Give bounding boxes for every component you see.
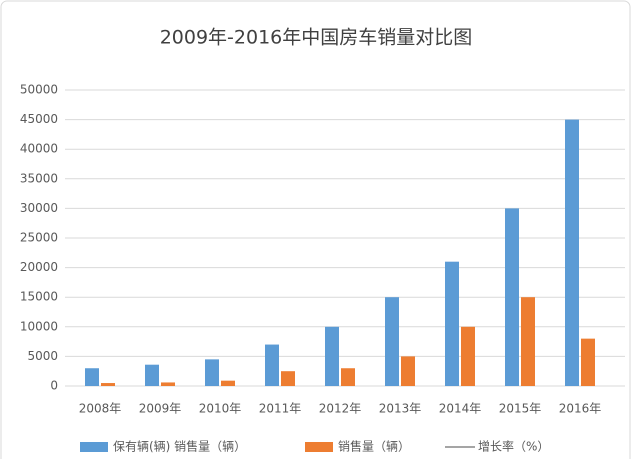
y-tick-label: 45000 bbox=[20, 112, 58, 126]
bar bbox=[281, 371, 295, 386]
bar bbox=[445, 261, 459, 386]
x-tick-label: 2012年 bbox=[319, 402, 362, 416]
y-tick-label: 15000 bbox=[20, 290, 58, 304]
legend-label: 增长率（%） bbox=[478, 439, 549, 454]
bar bbox=[461, 326, 475, 386]
y-tick-label: 20000 bbox=[20, 260, 58, 274]
bar bbox=[385, 297, 399, 386]
chart-title: 2009年-2016年中国房车销量对比图 bbox=[160, 27, 473, 49]
y-tick-label: 50000 bbox=[20, 83, 58, 97]
bar bbox=[161, 382, 175, 386]
bar bbox=[565, 119, 579, 386]
y-tick-label: 35000 bbox=[20, 171, 58, 185]
y-tick-label: 5000 bbox=[27, 349, 58, 363]
bar bbox=[205, 359, 219, 386]
y-tick-label: 40000 bbox=[20, 142, 58, 156]
x-tick-label: 2011年 bbox=[259, 402, 302, 416]
x-tick-label: 2009年 bbox=[139, 402, 182, 416]
bar bbox=[581, 338, 595, 386]
bar bbox=[341, 368, 355, 386]
legend-label: 销售量（辆） bbox=[338, 439, 410, 454]
bar bbox=[85, 368, 99, 386]
legend-swatch bbox=[80, 442, 108, 452]
bar bbox=[505, 208, 519, 386]
bar bbox=[401, 356, 415, 386]
bar bbox=[221, 380, 235, 386]
y-tick-label: 0 bbox=[50, 379, 58, 393]
bar bbox=[145, 364, 159, 386]
bar bbox=[521, 297, 535, 386]
x-tick-label: 2010年 bbox=[199, 402, 242, 416]
y-tick-label: 30000 bbox=[20, 201, 58, 215]
bar bbox=[101, 383, 115, 386]
x-tick-label: 2013年 bbox=[379, 402, 422, 416]
legend-swatch bbox=[305, 442, 333, 452]
y-tick-label: 25000 bbox=[20, 231, 58, 245]
bar bbox=[325, 326, 339, 386]
bar bbox=[265, 344, 279, 386]
legend-label: 保有辆(辆) 销售量（辆） bbox=[113, 439, 246, 454]
x-tick-label: 2016年 bbox=[559, 402, 602, 416]
x-tick-label: 2008年 bbox=[79, 402, 122, 416]
y-tick-label: 10000 bbox=[20, 319, 58, 333]
x-tick-label: 2015年 bbox=[499, 402, 542, 416]
x-tick-label: 2014年 bbox=[439, 402, 482, 416]
